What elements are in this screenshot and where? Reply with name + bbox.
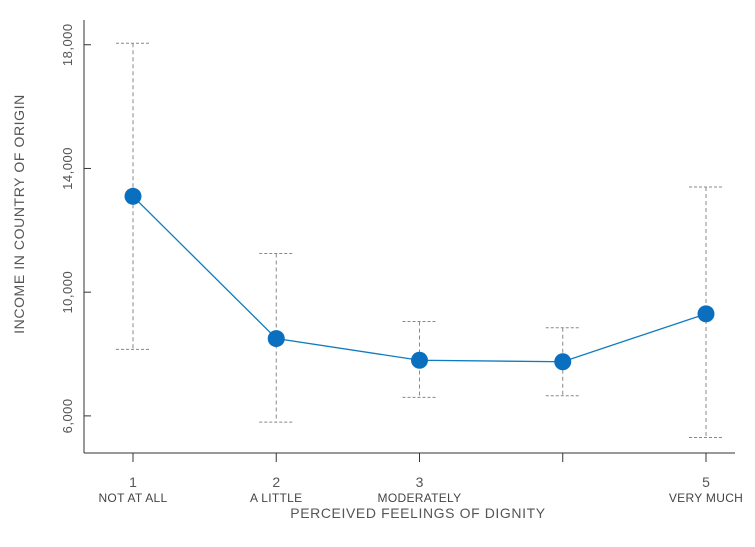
x-category-label: NOT AT ALL (98, 491, 167, 505)
data-point (411, 351, 428, 369)
y-tick-label: 6,000 (60, 398, 75, 433)
x-tick-label: 2 (272, 474, 280, 490)
data-point (124, 187, 142, 205)
x-category-label: VERY MUCH (669, 491, 743, 505)
x-tick-label: 5 (702, 474, 710, 490)
y-axis-title: INCOME IN COUNTRY OF ORIGIN (11, 94, 27, 334)
x-tick-label: 3 (416, 474, 424, 490)
x-axis-title: PERCEIVED FEELINGS OF DIGNITY (290, 505, 546, 521)
x-category-label: MODERATELY (378, 491, 462, 505)
y-tick-label: 10,000 (60, 271, 75, 314)
x-category-label: A LITTLE (250, 491, 302, 505)
data-point (554, 353, 572, 371)
data-point (697, 305, 715, 323)
labels: INCOME IN COUNTRY OF ORIGIN PERCEIVED FE… (11, 94, 546, 521)
error-bars (116, 42, 723, 439)
x-tick-label: 1 (129, 474, 137, 490)
y-tick-label: 14,000 (60, 147, 75, 190)
data-markers (124, 187, 715, 371)
y-tick-label: 18,000 (60, 23, 75, 66)
data-point (267, 330, 285, 348)
